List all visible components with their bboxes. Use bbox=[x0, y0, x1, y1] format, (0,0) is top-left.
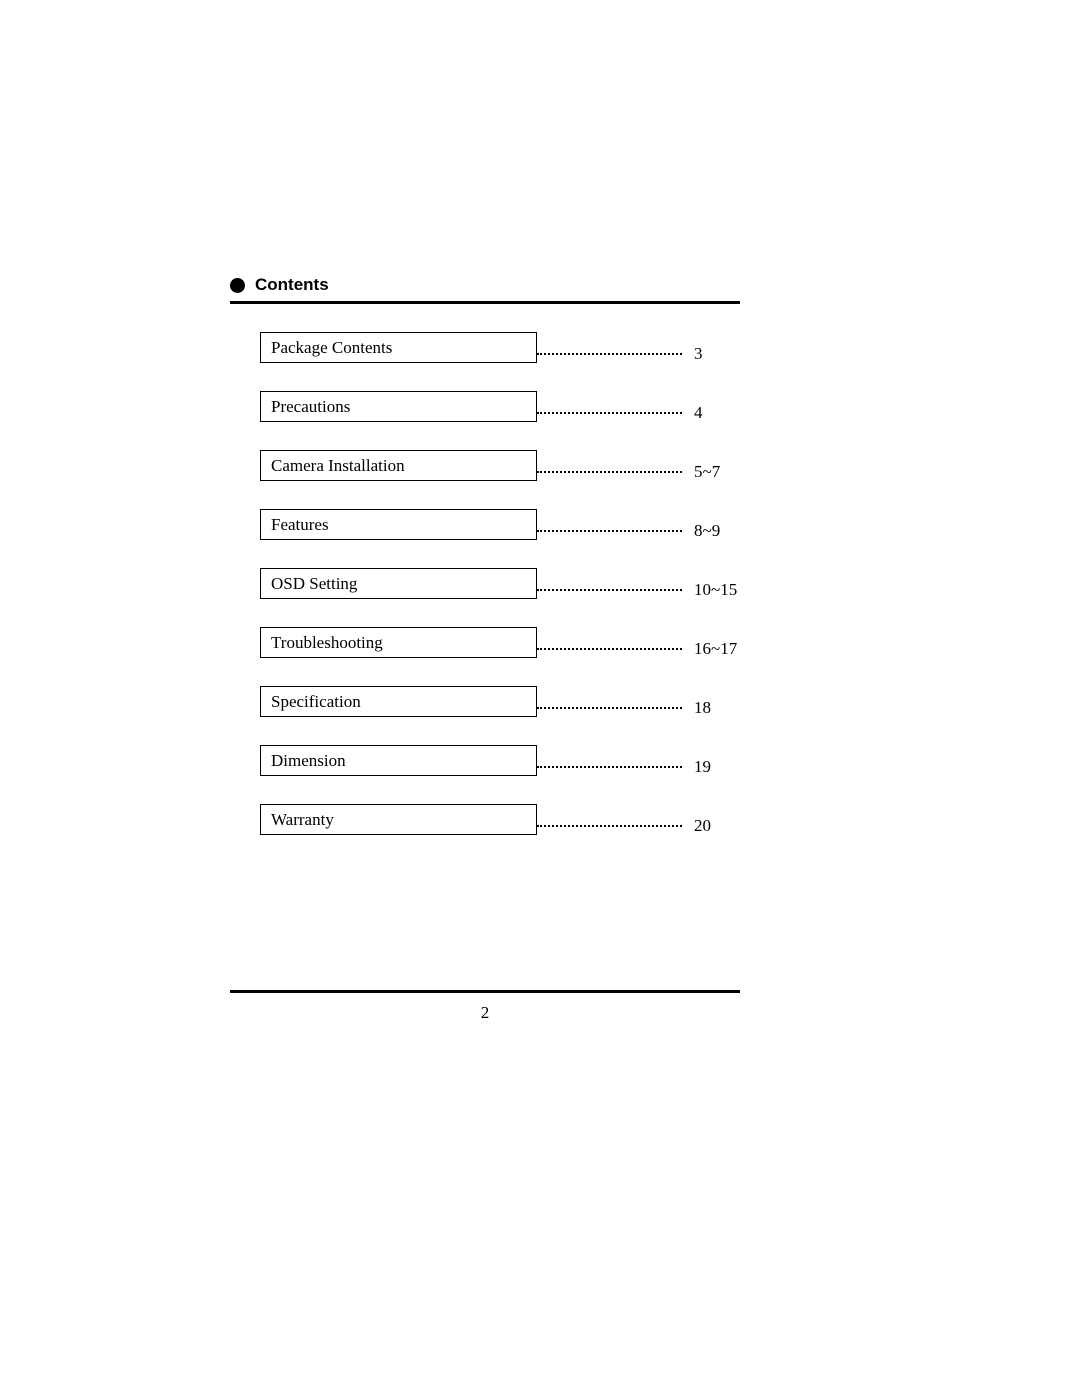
contents-section: Contents Package Contents 3 Precautions 4 Ca… bbox=[230, 275, 740, 863]
toc-row: OSD Setting 10~15 bbox=[260, 568, 740, 599]
toc-page-number: 10~15 bbox=[690, 580, 740, 600]
toc-page-number: 18 bbox=[690, 698, 740, 718]
bullet-icon bbox=[230, 278, 245, 293]
page-footer: 2 bbox=[230, 990, 740, 1023]
toc-row: Precautions 4 bbox=[260, 391, 740, 422]
toc-page-number: 4 bbox=[690, 403, 740, 423]
toc-leader bbox=[537, 353, 682, 355]
toc-title-box: Package Contents bbox=[260, 332, 537, 363]
toc-row: Dimension 19 bbox=[260, 745, 740, 776]
toc-row: Features 8~9 bbox=[260, 509, 740, 540]
toc-row: Warranty 20 bbox=[260, 804, 740, 835]
toc-leader bbox=[537, 825, 682, 827]
toc-leader bbox=[537, 766, 682, 768]
toc-list: Package Contents 3 Precautions 4 Camera Inst… bbox=[230, 332, 740, 835]
toc-page-number: 8~9 bbox=[690, 521, 740, 541]
toc-title-box: Features bbox=[260, 509, 537, 540]
toc-leader bbox=[537, 471, 682, 473]
toc-row: Troubleshooting 16~17 bbox=[260, 627, 740, 658]
toc-row: Specification 18 bbox=[260, 686, 740, 717]
toc-leader bbox=[537, 412, 682, 414]
toc-leader bbox=[537, 707, 682, 709]
footer-rule bbox=[230, 990, 740, 993]
toc-leader bbox=[537, 648, 682, 650]
toc-title-box: OSD Setting bbox=[260, 568, 537, 599]
toc-page-number: 20 bbox=[690, 816, 740, 836]
section-heading-row: Contents bbox=[230, 275, 740, 304]
toc-row: Package Contents 3 bbox=[260, 332, 740, 363]
toc-page-number: 5~7 bbox=[690, 462, 740, 482]
toc-title-box: Camera Installation bbox=[260, 450, 537, 481]
section-heading: Contents bbox=[255, 275, 329, 295]
toc-page-number: 19 bbox=[690, 757, 740, 777]
toc-title-box: Warranty bbox=[260, 804, 537, 835]
toc-title-box: Troubleshooting bbox=[260, 627, 537, 658]
toc-leader bbox=[537, 589, 682, 591]
toc-row: Camera Installation 5~7 bbox=[260, 450, 740, 481]
toc-title-box: Specification bbox=[260, 686, 537, 717]
toc-page-number: 16~17 bbox=[690, 639, 740, 659]
toc-title-box: Precautions bbox=[260, 391, 537, 422]
toc-page-number: 3 bbox=[690, 344, 740, 364]
toc-leader bbox=[537, 530, 682, 532]
toc-title-box: Dimension bbox=[260, 745, 537, 776]
page-number: 2 bbox=[230, 1003, 740, 1023]
